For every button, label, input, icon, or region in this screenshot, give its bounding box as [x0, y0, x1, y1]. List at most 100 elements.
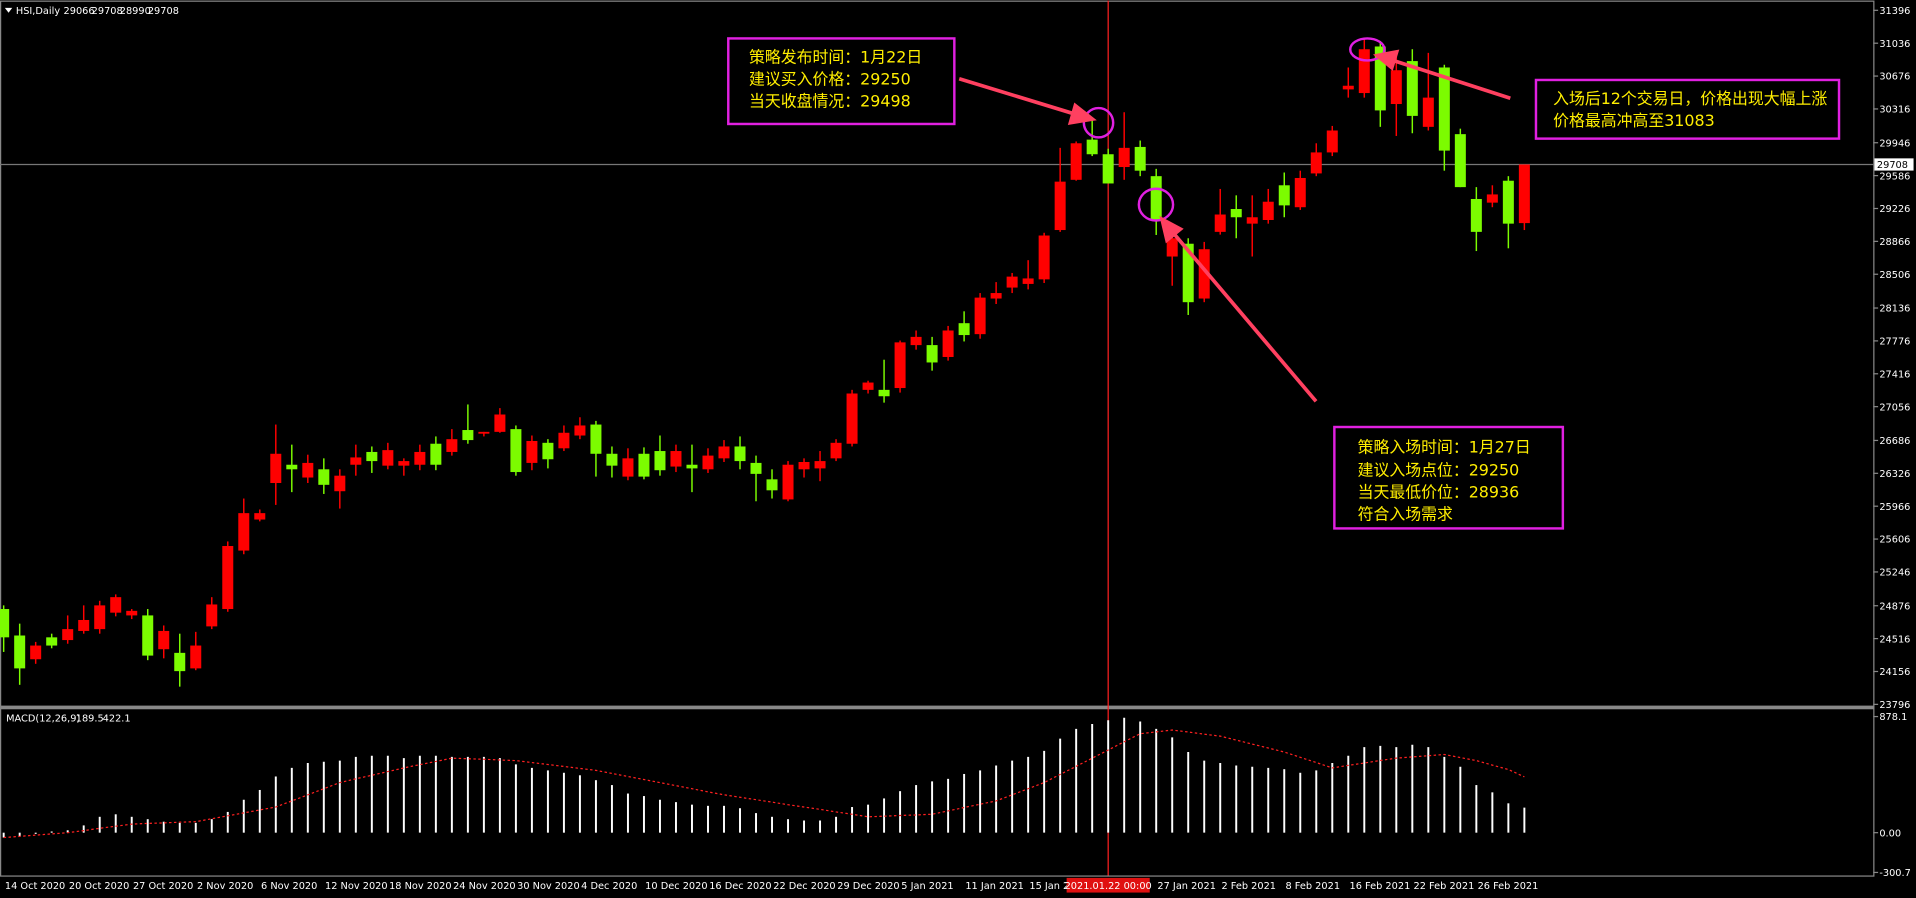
candle-body: [1134, 146, 1146, 171]
annotation-text: 符合入场需求: [1358, 504, 1453, 523]
circle: [1137, 187, 1175, 222]
candle-body: [494, 414, 506, 432]
candle-body: [1502, 180, 1514, 224]
candle-body: [478, 431, 490, 434]
x-tick-label: 16 Feb 2021: [1350, 881, 1411, 892]
y-tick-label: 25966: [1879, 502, 1910, 513]
y-tick-label: 28506: [1879, 270, 1910, 281]
candle-body: [302, 462, 314, 478]
current-price-box: [1874, 158, 1914, 171]
candle-body: [1438, 67, 1450, 151]
y-tick-label: 27776: [1879, 337, 1910, 348]
candle-body: [1150, 176, 1162, 220]
annotation-text: 建议入场点位：29250: [1358, 460, 1520, 479]
candle-body: [1022, 278, 1034, 284]
circle: [1082, 106, 1115, 139]
candle-body: [446, 439, 458, 452]
candle-body: [1230, 209, 1242, 218]
candle-body: [974, 297, 986, 335]
annotations: 策略发布时间：1月22日 建议买入价格：29250 当天收盘情况：29498 入…: [727, 37, 1841, 530]
candle-body: [398, 461, 410, 466]
signal-line: [3, 729, 1525, 839]
candle-body: [526, 440, 538, 463]
candle-body: [1118, 147, 1130, 168]
candle-body: [1374, 46, 1386, 111]
candle-body: [334, 475, 346, 492]
x-tick-label: 6 Nov 2020: [261, 881, 317, 892]
x-tick-label: 18 Nov 2020: [389, 881, 452, 892]
arrow-head: [1067, 102, 1097, 126]
candle-body: [62, 629, 74, 641]
y-tick-label: 31396: [1879, 6, 1910, 17]
candle-body: [718, 446, 730, 459]
candle-body: [558, 432, 570, 449]
x-tick-label: 5 Jan 2021: [901, 881, 953, 892]
arrow-line: [958, 76, 1076, 116]
annotation-box: [727, 37, 956, 126]
macd-title: MACD(12,26,9): [6, 713, 80, 724]
candle-body: [1246, 217, 1258, 224]
candle-body: [1054, 181, 1066, 231]
crosshair-box: [1066, 877, 1150, 893]
candle-body: [1342, 85, 1354, 90]
candle-body: [734, 446, 746, 462]
candle-body: [1038, 235, 1050, 280]
candle-body: [222, 546, 234, 610]
annotation-text: 建议买入价格：29250: [749, 69, 911, 88]
x-tick-label: 2 Feb 2021: [1221, 881, 1276, 892]
x-tick-label: 16 Dec 2020: [709, 881, 771, 892]
candle-body: [686, 464, 698, 469]
y-tick-label: 29226: [1879, 204, 1910, 215]
candle-body: [1454, 134, 1466, 188]
candle-body: [158, 630, 170, 650]
y-tick-label: 25246: [1879, 568, 1910, 579]
y-tick-label: 30316: [1879, 105, 1910, 116]
candle-body: [670, 451, 682, 467]
y-tick-label: 28866: [1879, 237, 1910, 248]
x-tick-label: 22 Feb 2021: [1414, 881, 1475, 892]
candle-body: [590, 424, 602, 454]
y-tick-label: 0.00: [1879, 828, 1901, 839]
candle-body: [814, 461, 826, 469]
candle-body: [286, 464, 298, 470]
candle-body: [894, 342, 906, 389]
candle-body: [318, 469, 330, 485]
candle-body: [462, 430, 474, 441]
x-tick-label: 12 Nov 2020: [325, 881, 388, 892]
candle-body: [430, 443, 442, 465]
candle-body: [94, 605, 106, 630]
x-tick-label: 24 Nov 2020: [453, 881, 516, 892]
candle-body: [174, 652, 186, 672]
header-value: 29708: [148, 6, 179, 17]
x-tick-label: 26 Feb 2021: [1478, 881, 1539, 892]
macd-value: 422.1: [103, 713, 131, 724]
annotation-text: 入场后12个交易日，价格出现大幅上涨: [1553, 89, 1827, 108]
candle-body: [238, 513, 250, 551]
x-tick-label: 2 Nov 2020: [197, 881, 253, 892]
candle-body: [574, 425, 586, 436]
candle-body: [14, 635, 26, 669]
candle-body: [542, 442, 554, 460]
header-value: 28990: [120, 6, 151, 17]
candle-body: [1486, 194, 1498, 203]
candle-body: [942, 330, 954, 357]
macd-value: 189.5: [76, 713, 104, 724]
candle-body: [510, 429, 522, 473]
candle-body: [862, 382, 874, 390]
y-tick-label: 24516: [1879, 634, 1910, 645]
candle-body: [1390, 70, 1402, 105]
arrow-line: [1392, 58, 1511, 101]
x-tick-label: 20 Oct 2020: [69, 881, 129, 892]
candle-body: [830, 442, 842, 459]
x-tick-label: 30 Nov 2020: [517, 881, 580, 892]
candle-body: [782, 464, 794, 500]
candle-body: [78, 619, 90, 631]
x-tick-label: 10 Dec 2020: [645, 881, 707, 892]
candle-body: [1070, 143, 1082, 180]
candle-body: [382, 450, 394, 466]
candle-body: [750, 462, 762, 474]
annotation-text: 价格最高冲高至31083: [1553, 111, 1715, 130]
annotation-box: [1333, 425, 1565, 530]
candle-body: [1326, 130, 1338, 153]
